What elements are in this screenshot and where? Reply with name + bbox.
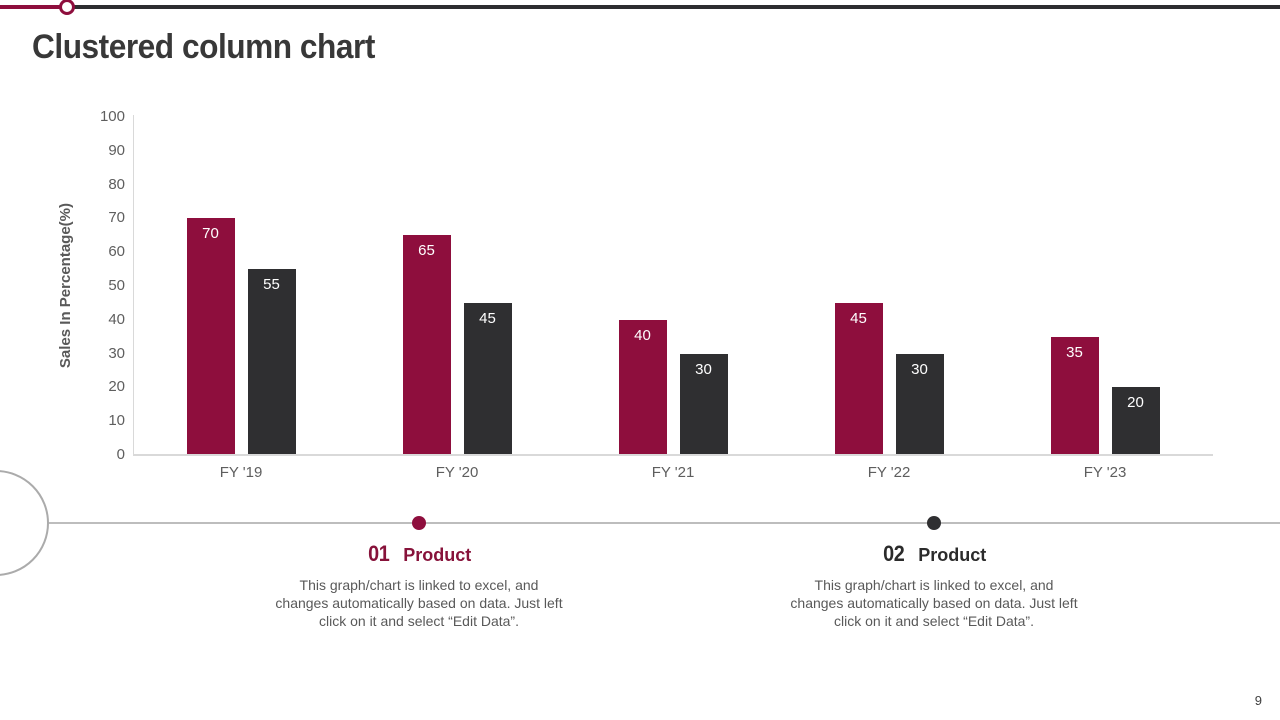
- bar-value-label: 65: [418, 242, 435, 260]
- y-tick-label: 80: [108, 175, 125, 193]
- bar-product-01[interactable]: 35: [1050, 336, 1099, 455]
- bar-value-label: 40: [634, 326, 651, 344]
- y-tick-label: 20: [108, 378, 125, 396]
- legend-description-line: click on it and select “Edit Data”.: [834, 613, 1034, 629]
- legend-description-line: click on it and select “Edit Data”.: [319, 613, 519, 629]
- divider-line: [49, 522, 1280, 524]
- y-axis-title-wrap: Sales In Percentage(%): [52, 117, 78, 455]
- page-number: 9: [1254, 693, 1262, 708]
- topbar-accent-line: [0, 5, 60, 9]
- x-axis-category-label: FY '23: [1083, 464, 1127, 481]
- topbar-dark-line: [74, 5, 1280, 9]
- legend-dot-product-01-icon: [412, 516, 426, 530]
- legend-item-product-02: 02 Product This graph/chart is linked to…: [754, 516, 1114, 630]
- legend-number: 01: [367, 541, 390, 566]
- bar-group: 45 30 FY '22: [834, 302, 944, 481]
- legend-label: Product: [403, 545, 472, 565]
- y-axis-line: [133, 115, 134, 455]
- legend-description: This graph/chart is linked to excel, and…: [239, 576, 599, 630]
- y-tick-label: 0: [116, 446, 125, 463]
- bar-value-label: 45: [850, 309, 867, 327]
- x-axis-category-label: FY '19: [219, 464, 263, 481]
- bar-group: 70 55 FY '19: [186, 218, 296, 481]
- legend-description: This graph/chart is linked to excel, and…: [754, 576, 1114, 630]
- x-axis-line: [133, 454, 1213, 456]
- legend-heading: 01 Product: [239, 541, 599, 567]
- bar-value-label: 20: [1127, 394, 1144, 412]
- legend-dot-product-02-icon: [927, 516, 941, 530]
- y-tick-label: 30: [108, 344, 125, 362]
- y-axis-title: Sales In Percentage(%): [56, 203, 74, 369]
- y-tick-label: 50: [108, 277, 125, 294]
- legend-number: 02: [882, 541, 905, 566]
- y-tick-label: 60: [108, 243, 125, 261]
- legend-description-line: This graph/chart is linked to excel, and: [299, 577, 539, 593]
- bar-product-02[interactable]: 30: [679, 353, 728, 455]
- x-axis-category-label: FY '22: [867, 464, 911, 481]
- bar-product-01[interactable]: 70: [186, 218, 235, 455]
- bar-product-02[interactable]: 45: [463, 302, 512, 455]
- legend-item-product-01: 01 Product This graph/chart is linked to…: [239, 516, 599, 630]
- y-tick-label: 40: [108, 310, 125, 328]
- y-axis-ticks: 0 10 20 30 40 50 60 70 80 90 100: [80, 108, 125, 463]
- legend-description-line: changes automatically based on data. Jus…: [275, 595, 563, 611]
- y-tick-label: 90: [108, 141, 125, 159]
- page-title: Clustered column chart: [32, 28, 375, 66]
- bar-value-label: 70: [202, 225, 219, 243]
- bar-value-label: 30: [911, 360, 928, 378]
- bar-product-01[interactable]: 40: [618, 319, 667, 455]
- y-tick-label: 10: [108, 412, 125, 430]
- bar-value-label: 55: [263, 276, 280, 294]
- divider-circle: [0, 470, 49, 576]
- bar-product-02[interactable]: 55: [247, 269, 296, 455]
- bar-group: 40 30 FY '21: [618, 319, 728, 481]
- topbar-node-icon: [59, 0, 75, 15]
- legend-description-line: This graph/chart is linked to excel, and: [814, 577, 1054, 593]
- legend-label: Product: [918, 545, 987, 565]
- bar-product-02[interactable]: 30: [895, 353, 944, 455]
- bar-product-02[interactable]: 20: [1111, 387, 1160, 455]
- bar-value-label: 45: [479, 309, 496, 327]
- x-axis-category-label: FY '21: [651, 464, 695, 481]
- plot-area[interactable]: 70 55 FY '19 65 45 FY '20 40 30 FY '21 45 30 FY '22…: [133, 117, 1213, 481]
- bar-group: 35 20 FY '23: [1050, 336, 1160, 481]
- x-axis-category-label: FY '20: [435, 464, 479, 481]
- legend-heading: 02 Product: [754, 541, 1114, 567]
- bar-value-label: 35: [1066, 343, 1083, 361]
- y-tick-label: 100: [99, 108, 125, 125]
- bar-product-01[interactable]: 45: [834, 302, 883, 455]
- bar-product-01[interactable]: 65: [402, 235, 451, 455]
- y-tick-label: 70: [108, 209, 125, 227]
- bar-value-label: 30: [695, 360, 712, 378]
- legend-description-line: changes automatically based on data. Jus…: [790, 595, 1078, 611]
- bar-group: 65 45 FY '20: [402, 235, 512, 481]
